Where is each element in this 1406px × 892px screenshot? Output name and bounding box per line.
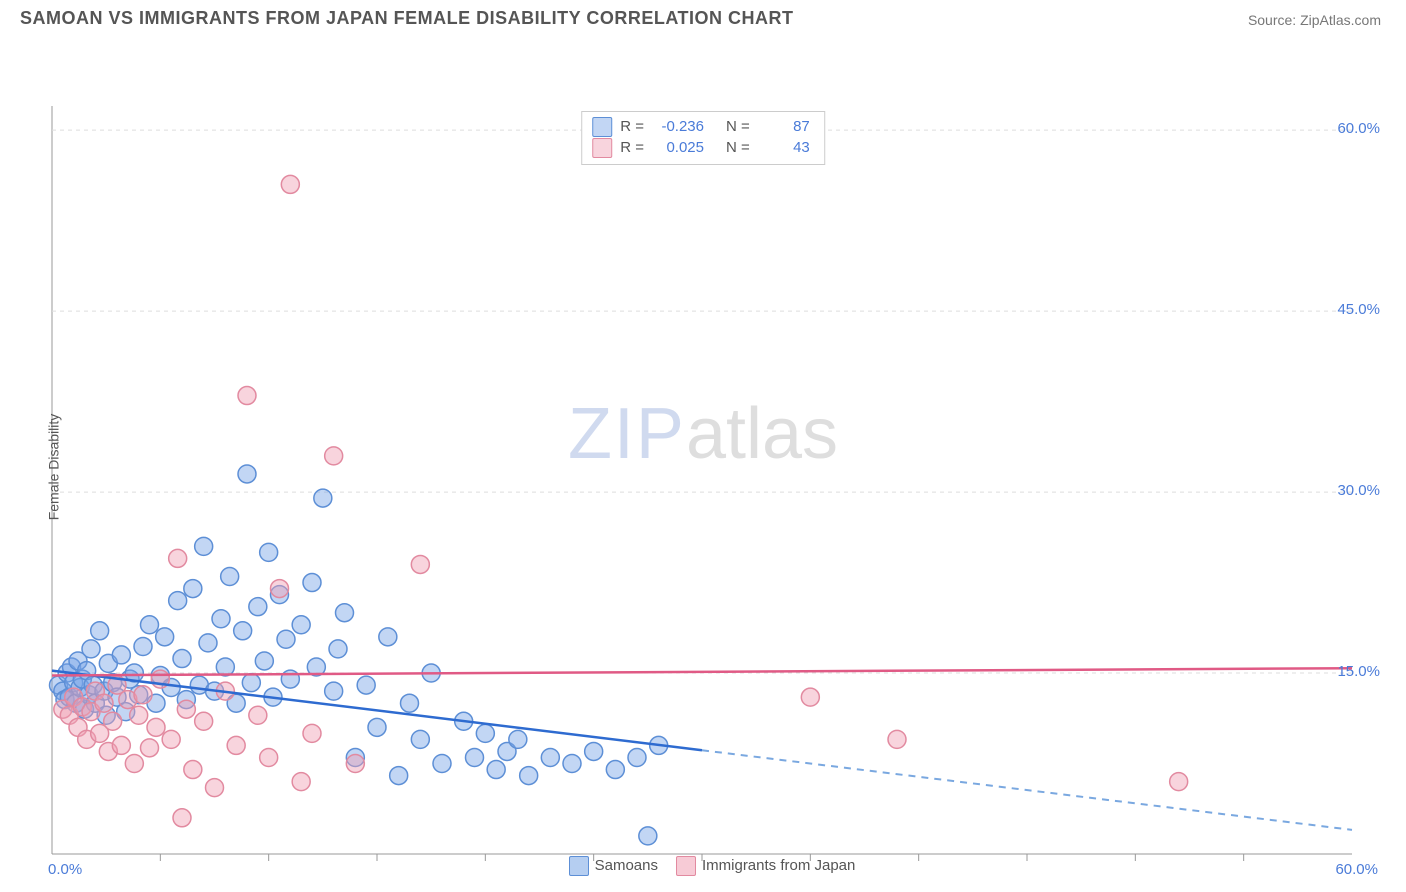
legend-swatch [676, 856, 696, 876]
chart-area: Female Disability ZIPatlas R =-0.236N =8… [0, 56, 1406, 892]
legend-label: Samoans [595, 857, 658, 874]
chart-title: SAMOAN VS IMMIGRANTS FROM JAPAN FEMALE D… [20, 8, 794, 28]
y-axis-label: Female Disability [45, 414, 61, 521]
y-tick-label: 60.0% [1337, 120, 1380, 137]
legend-swatch [569, 856, 589, 876]
y-tick-label: 30.0% [1337, 482, 1380, 499]
stat-legend: R =-0.236N =87R =0.025N =43 [581, 111, 825, 165]
legend-label: Immigrants from Japan [702, 857, 855, 874]
legend-bottom: Samoans Immigrants from Japan [0, 856, 1406, 876]
y-tick-label: 15.0% [1337, 663, 1380, 680]
scatter-plot [0, 56, 1406, 892]
stat-legend-row: R =-0.236N =87 [592, 116, 810, 137]
source-label: Source: ZipAtlas.com [1248, 12, 1381, 28]
y-tick-label: 45.0% [1337, 301, 1380, 318]
stat-legend-row: R =0.025N =43 [592, 137, 810, 158]
